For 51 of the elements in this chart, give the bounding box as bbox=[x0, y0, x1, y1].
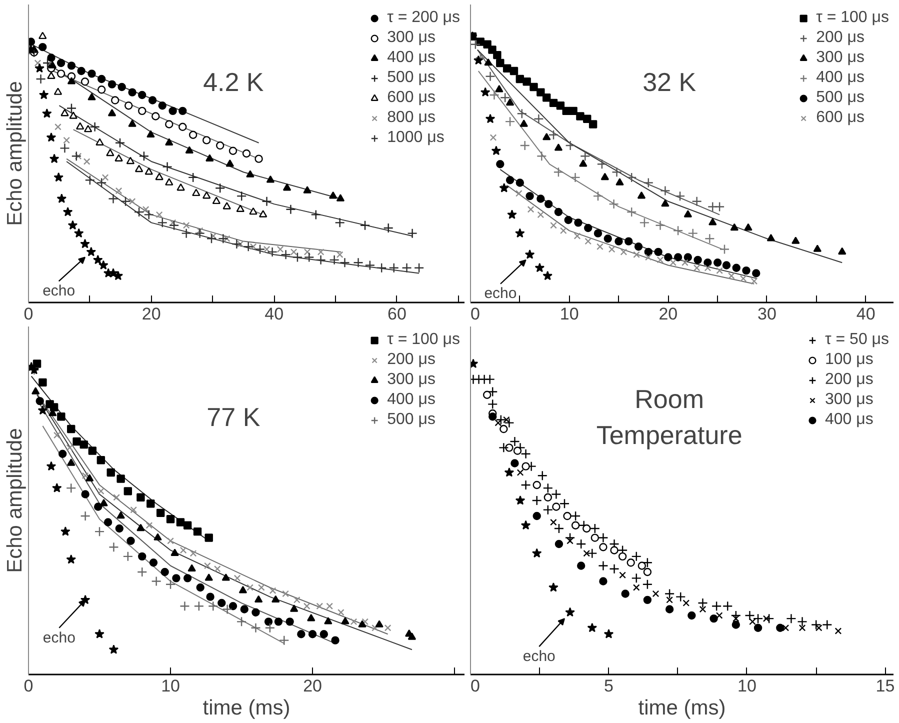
legend-label: 600 μs bbox=[816, 108, 864, 128]
legend-label: 300 μs bbox=[824, 390, 874, 410]
x-tick-label: 40 bbox=[264, 304, 284, 324]
legend-label: 500 μs bbox=[387, 68, 436, 88]
x-axis-title: time (ms) bbox=[202, 696, 290, 720]
legend-label: τ = 200 μs bbox=[387, 8, 460, 28]
legend-label: 400 μs bbox=[387, 390, 436, 410]
legend-label: 300 μs bbox=[387, 28, 436, 48]
annotation: echo bbox=[522, 648, 556, 666]
annotation: echo bbox=[484, 285, 517, 302]
legend-label: 400 μs bbox=[816, 68, 864, 88]
legend-label: 600 μs bbox=[387, 88, 436, 108]
text: 4.2 K bbox=[203, 66, 264, 97]
legend-label: 500 μs bbox=[387, 410, 436, 430]
legend-label: 500 μs bbox=[816, 88, 864, 108]
x-tick-label: 5 bbox=[604, 676, 614, 696]
y-axis-title: Echo amplitude bbox=[4, 81, 26, 226]
legend-label: 300 μs bbox=[387, 370, 436, 390]
annotation: echo bbox=[42, 629, 76, 646]
x-tick-label: 10 bbox=[161, 676, 180, 696]
legend-label: 800 μs bbox=[387, 108, 436, 128]
annotation: echo bbox=[42, 282, 76, 300]
x-tick-label: 60 bbox=[387, 304, 406, 324]
legend-label: τ = 100 μs bbox=[387, 330, 460, 350]
x-tick-label: 40 bbox=[856, 304, 876, 324]
legend-label: 300 μs bbox=[816, 48, 864, 68]
text: 32 K bbox=[642, 66, 697, 97]
x-tick-label: 15 bbox=[876, 676, 895, 696]
x-tick-label: 20 bbox=[142, 304, 161, 324]
legend-label: 1000 μs bbox=[387, 128, 444, 148]
x-tick-label: 10 bbox=[560, 304, 579, 324]
x-tick-label: 0 bbox=[470, 304, 480, 324]
legend-label: 100 μs bbox=[824, 350, 874, 370]
legend-label: 200 μs bbox=[824, 370, 874, 390]
legend-label: 400 μs bbox=[387, 48, 436, 68]
legend-label: 200 μs bbox=[816, 28, 864, 48]
legend-label: τ = 50 μs bbox=[824, 330, 889, 350]
legend-label: 400 μs bbox=[824, 410, 874, 430]
text: Room Temperature bbox=[596, 384, 742, 450]
x-tick-label: 0 bbox=[24, 304, 34, 324]
x-tick-label: 0 bbox=[24, 676, 34, 696]
text: 77 K bbox=[206, 402, 261, 432]
y-axis-title: Echo amplitude bbox=[4, 428, 26, 573]
x-tick-label: 20 bbox=[658, 304, 678, 324]
x-tick-label: 10 bbox=[738, 676, 756, 696]
x-tick-label: 20 bbox=[303, 676, 322, 696]
x-tick-label: 30 bbox=[758, 304, 776, 324]
x-axis-title: time (ms) bbox=[638, 696, 726, 720]
x-tick-label: 0 bbox=[470, 676, 480, 696]
legend-label: 200 μs bbox=[387, 350, 436, 370]
legend-label: τ = 100 μs bbox=[816, 8, 889, 28]
